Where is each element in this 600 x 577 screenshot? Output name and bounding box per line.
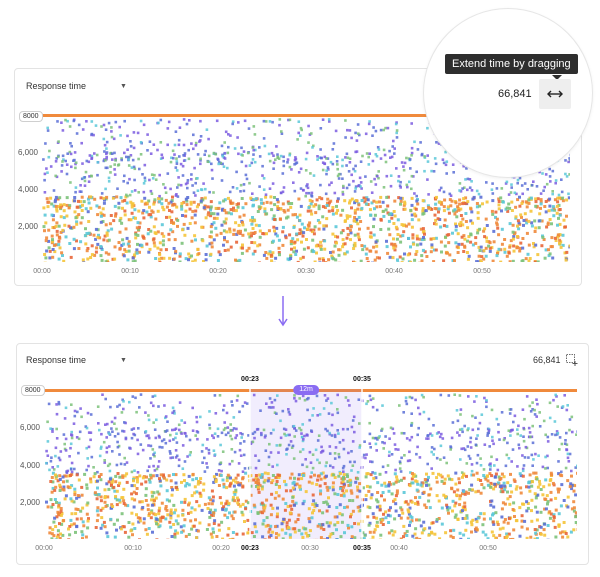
y-tick: 6,000 <box>19 423 40 432</box>
extend-time-tooltip: Extend time by dragging <box>445 54 578 74</box>
x-tick: 00:30 <box>301 545 319 552</box>
extend-time-button[interactable] <box>539 79 571 109</box>
y-max-label: 8000 <box>19 111 43 122</box>
tooltip-arrow <box>552 75 562 80</box>
y-tick: 2,000 <box>17 222 38 231</box>
magnified-count: 66,841 <box>498 88 532 100</box>
selection-start-label: 00:23 <box>241 376 259 383</box>
y-max-label: 8000 <box>21 385 45 396</box>
selection-duration-badge: 12m <box>293 385 319 395</box>
down-arrow-icon <box>278 296 288 327</box>
x-tick: 00:10 <box>124 545 142 552</box>
y-tick: 4,000 <box>19 461 40 470</box>
selection-end-tick: 00:35 <box>353 545 371 552</box>
x-tick: 00:50 <box>479 545 497 552</box>
transaction-count: 66,841 <box>533 355 561 365</box>
max-value-band <box>42 114 570 117</box>
box-select-icon[interactable] <box>566 354 578 366</box>
x-tick: 00:00 <box>35 545 53 552</box>
scatter-plot-bottom[interactable] <box>45 389 577 539</box>
x-tick: 00:40 <box>390 545 408 552</box>
metric-dropdown-label: Response time <box>26 355 87 365</box>
x-tick: 00:10 <box>121 268 139 275</box>
x-tick: 00:20 <box>212 545 230 552</box>
x-tick: 00:20 <box>209 268 227 275</box>
y-tick: 4,000 <box>17 185 38 194</box>
selection-start-tick: 00:23 <box>241 545 259 552</box>
chevron-down-icon: ▼ <box>120 356 127 364</box>
scatter-points <box>45 393 577 539</box>
x-tick: 00:00 <box>33 268 51 275</box>
selection-end-label: 00:35 <box>353 376 371 383</box>
chevron-down-icon: ▼ <box>120 82 127 90</box>
metric-dropdown-top[interactable]: Response time ▼ <box>26 81 127 91</box>
x-tick: 00:50 <box>473 268 491 275</box>
metric-dropdown-bottom[interactable]: Response time ▼ <box>26 355 127 365</box>
y-tick: 2,000 <box>19 498 40 507</box>
x-tick: 00:30 <box>297 268 315 275</box>
metric-dropdown-label: Response time <box>26 81 87 91</box>
x-tick: 00:40 <box>385 268 403 275</box>
horizontal-double-arrow-icon <box>547 90 563 98</box>
y-tick: 6,000 <box>17 148 38 157</box>
